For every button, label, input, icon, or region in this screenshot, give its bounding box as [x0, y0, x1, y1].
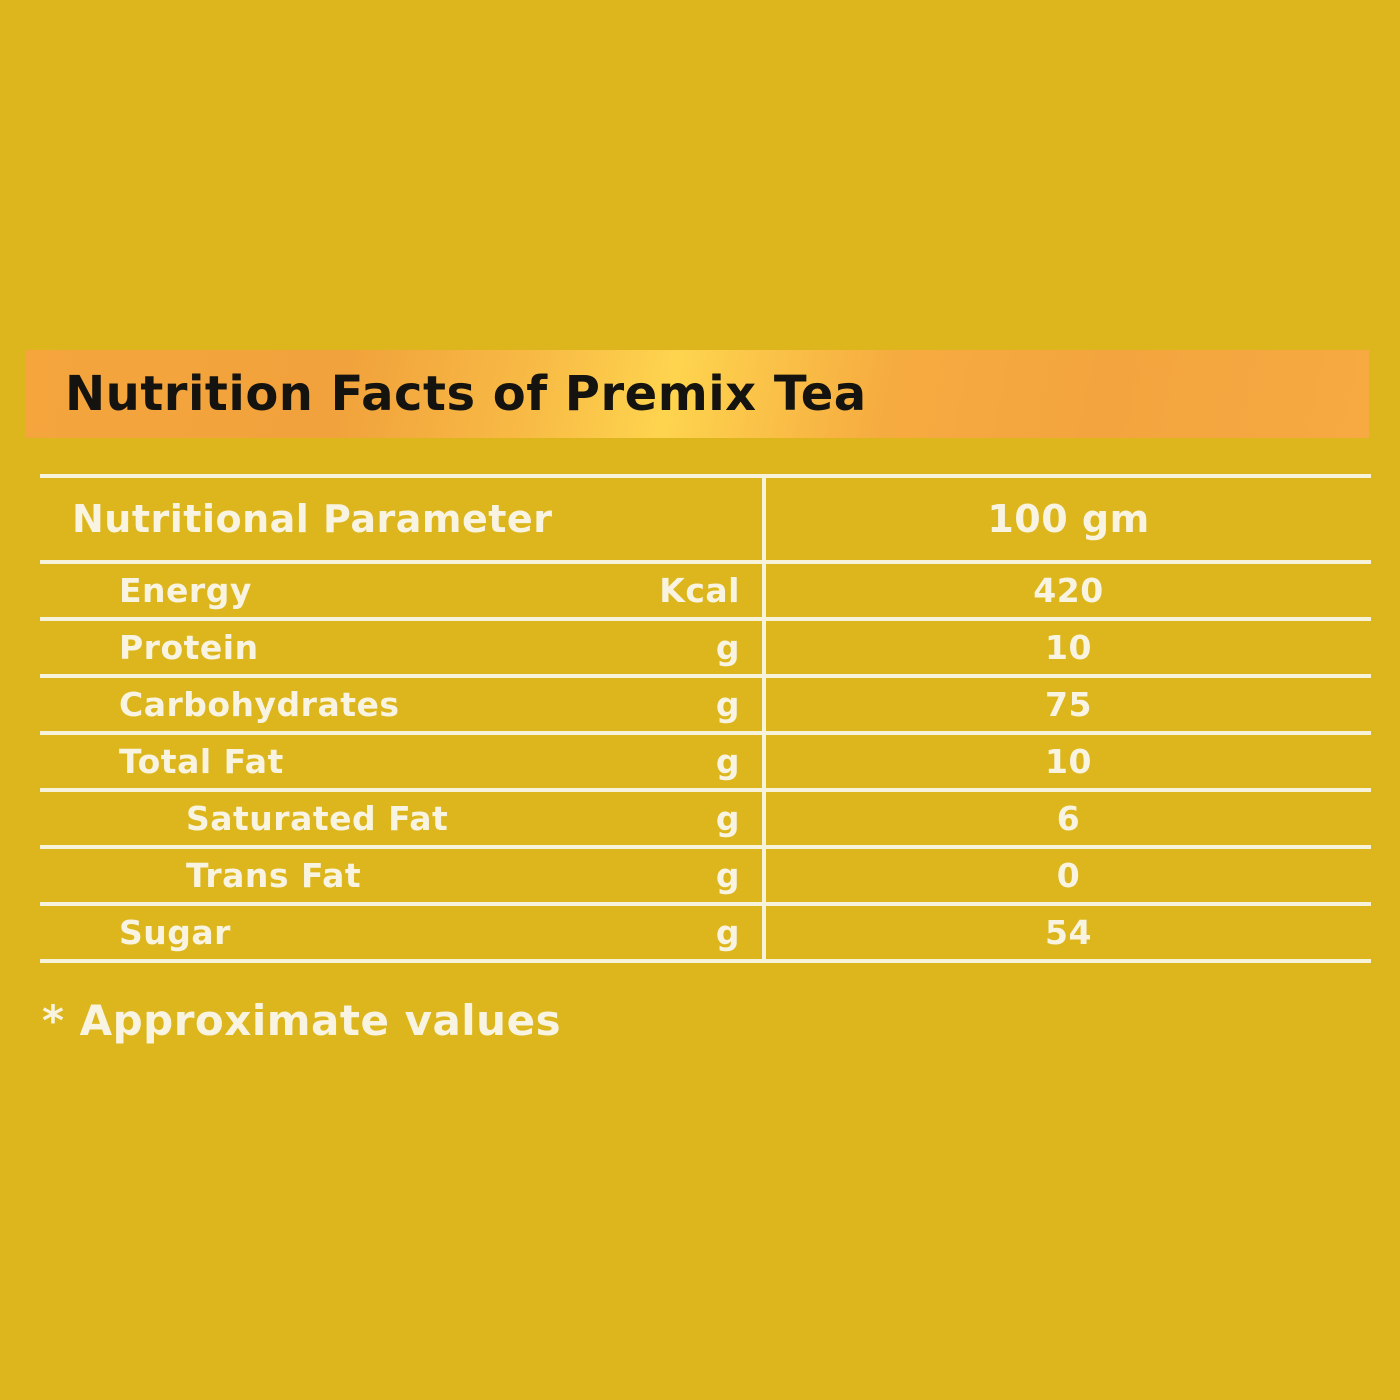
row-unit: g [715, 799, 740, 838]
table-row-saturated-fat: Saturated Fat g 6 [40, 792, 1371, 849]
row-unit: g [715, 913, 740, 952]
row-value: 10 [762, 735, 1371, 788]
row-unit: g [715, 742, 740, 781]
row-value: 0 [762, 849, 1371, 902]
nutrition-table: Nutritional Parameter 100 gm Energy Kcal… [40, 474, 1371, 963]
row-label: Energy [119, 571, 252, 610]
row-label: Total Fat [119, 742, 284, 781]
title-banner: Nutrition Facts of Premix Tea [25, 350, 1369, 438]
row-label: Saturated Fat [186, 799, 449, 838]
table-row-total-fat: Total Fat g 10 [40, 735, 1371, 792]
row-unit: Kcal [659, 571, 740, 610]
row-unit: g [715, 856, 740, 895]
header-parameter-cell: Nutritional Parameter [40, 478, 762, 560]
header-amount-label: 100 gm [987, 497, 1150, 541]
row-value: 420 [762, 564, 1371, 617]
row-unit: g [715, 685, 740, 724]
table-row-sugar: Sugar g 54 [40, 906, 1371, 963]
row-unit: g [715, 628, 740, 667]
row-label: Protein [119, 628, 259, 667]
header-amount-cell: 100 gm [762, 478, 1371, 560]
table-row-energy: Energy Kcal 420 [40, 564, 1371, 621]
table-row-carbohydrates: Carbohydrates g 75 [40, 678, 1371, 735]
row-value: 54 [762, 906, 1371, 959]
row-value: 10 [762, 621, 1371, 674]
approximate-values-note: * Approximate values [42, 996, 562, 1045]
table-row-trans-fat: Trans Fat g 0 [40, 849, 1371, 906]
table-row-protein: Protein g 10 [40, 621, 1371, 678]
row-value: 6 [762, 792, 1371, 845]
row-label: Carbohydrates [119, 685, 400, 724]
row-value: 75 [762, 678, 1371, 731]
page-title: Nutrition Facts of Premix Tea [65, 366, 867, 422]
table-header-row: Nutritional Parameter 100 gm [40, 474, 1371, 564]
header-parameter-label: Nutritional Parameter [72, 497, 553, 541]
row-label: Trans Fat [186, 856, 362, 895]
row-label: Sugar [119, 913, 231, 952]
